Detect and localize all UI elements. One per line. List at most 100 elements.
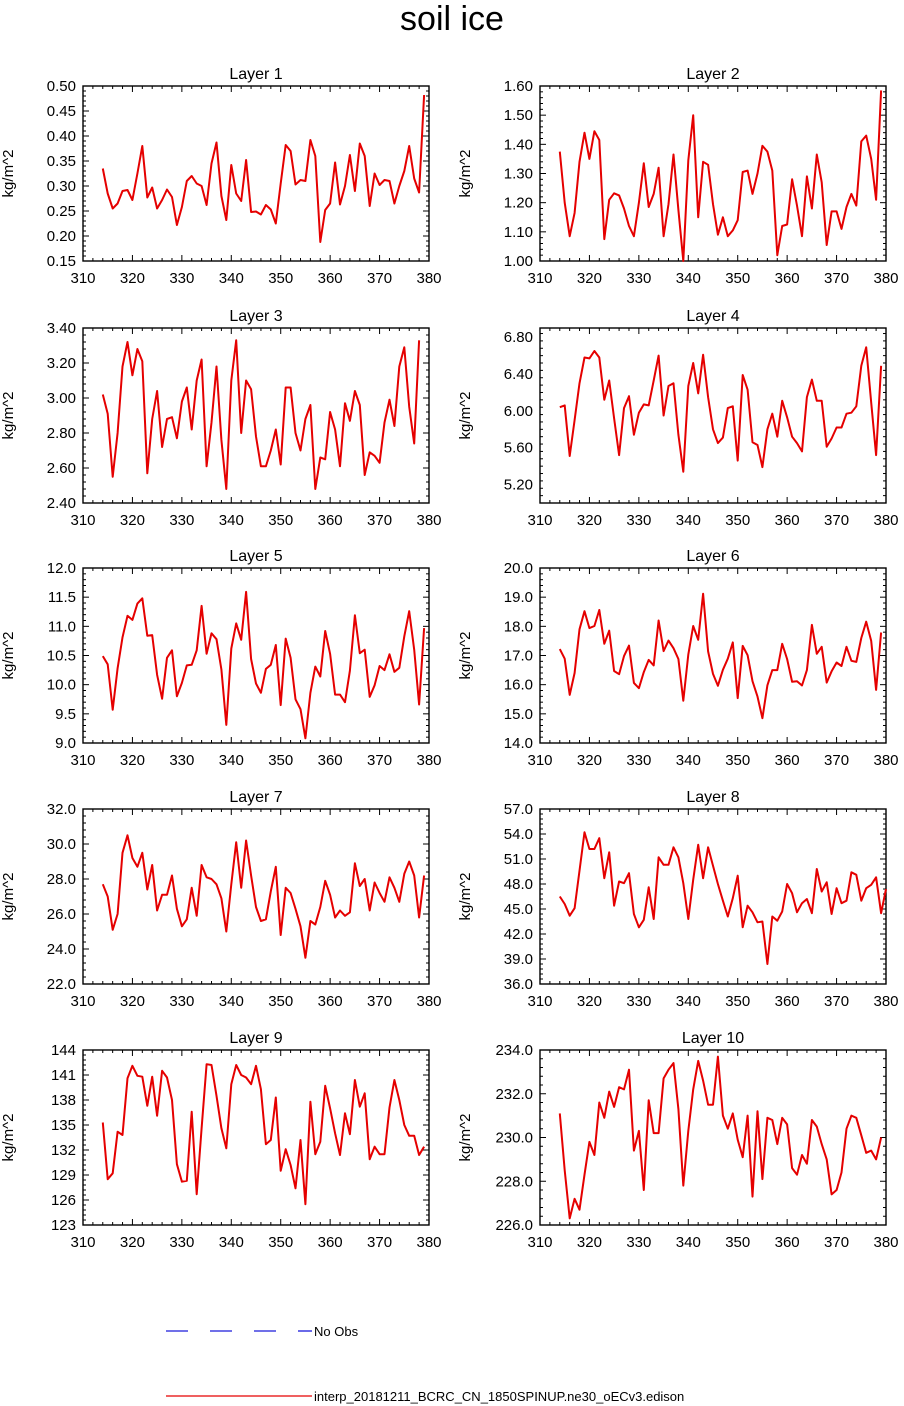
panel-title: Layer 6	[686, 548, 739, 565]
y-tick-label: 0.15	[47, 253, 76, 270]
y-tick-label: 0.45	[47, 103, 76, 120]
y-tick-label: 126	[51, 1192, 76, 1209]
x-tick-label: 370	[367, 993, 392, 1010]
y-axis-label: kg/m^2	[0, 392, 17, 440]
y-tick-label: 20.0	[504, 560, 533, 577]
y-tick-label: 3.00	[47, 390, 76, 407]
plot-frame	[539, 567, 887, 744]
x-tick-label: 380	[873, 1234, 898, 1251]
panel-title: Layer 2	[686, 66, 739, 83]
y-tick-label: 10.5	[47, 648, 76, 665]
y-tick-label: 232.0	[495, 1086, 533, 1103]
x-tick-label: 360	[775, 1234, 800, 1251]
x-tick-label: 340	[676, 512, 701, 529]
x-tick-label: 310	[527, 752, 552, 769]
y-tick-label: 3.20	[47, 355, 76, 372]
y-axis-label: kg/m^2	[0, 150, 17, 198]
panel-title: Layer 9	[229, 1030, 282, 1047]
plot-frame	[539, 85, 887, 262]
x-tick-label: 330	[169, 993, 194, 1010]
panel-title: Layer 10	[682, 1030, 744, 1047]
y-tick-label: 42.0	[504, 926, 533, 943]
x-tick-label: 330	[626, 752, 651, 769]
x-tick-label: 380	[873, 752, 898, 769]
x-tick-label: 330	[169, 1234, 194, 1251]
y-tick-label: 17.0	[504, 648, 533, 665]
x-tick-label: 360	[775, 993, 800, 1010]
y-tick-label: 1.10	[504, 224, 533, 241]
x-tick-label: 350	[268, 1234, 293, 1251]
x-tick-label: 370	[367, 270, 392, 287]
y-tick-label: 0.40	[47, 128, 76, 145]
panels-group: Layer 1 kg/m^2 310 320 330 340 350 360 370 380 0.1…	[0, 66, 899, 1251]
x-tick-label: 370	[824, 993, 849, 1010]
x-tick-label: 320	[577, 1234, 602, 1251]
x-tick-label: 350	[268, 512, 293, 529]
panel-layer-5: Layer 5 kg/m^2 310 320 330 340 350 360 370 380 9.0…	[0, 548, 442, 769]
panel-layer-8: Layer 8 kg/m^2 310 320 330 340 350 360 370 380 36.…	[457, 789, 899, 1010]
x-tick-label: 340	[676, 1234, 701, 1251]
y-tick-label: 1.50	[504, 107, 533, 124]
x-tick-label: 310	[527, 1234, 552, 1251]
y-tick-label: 2.60	[47, 460, 76, 477]
x-tick-label: 330	[169, 512, 194, 529]
x-tick-label: 330	[626, 270, 651, 287]
x-tick-label: 310	[70, 1234, 95, 1251]
figure-title: soil ice	[400, 0, 504, 38]
x-tick-label: 380	[873, 512, 898, 529]
y-axis-label: kg/m^2	[457, 873, 474, 921]
y-axis-label: kg/m^2	[457, 1114, 474, 1162]
x-tick-label: 350	[725, 270, 750, 287]
x-tick-label: 310	[70, 270, 95, 287]
y-tick-label: 24.0	[47, 941, 76, 958]
y-axis-label: kg/m^2	[0, 632, 17, 680]
x-tick-label: 380	[416, 270, 441, 287]
y-axis-label: kg/m^2	[0, 1114, 17, 1162]
plot-frame	[539, 327, 887, 504]
y-tick-label: 6.00	[504, 403, 533, 420]
x-tick-label: 350	[268, 993, 293, 1010]
y-tick-label: 5.60	[504, 440, 533, 457]
panel-layer-4: Layer 4 kg/m^2 310 320 330 340 350 360 370 380 5.2…	[457, 308, 899, 529]
plot-frame	[82, 1049, 430, 1226]
y-tick-label: 230.0	[495, 1130, 533, 1147]
y-tick-label: 234.0	[495, 1042, 533, 1059]
model-series-line	[558, 1055, 883, 1220]
y-tick-label: 6.80	[504, 329, 533, 346]
x-tick-label: 360	[318, 752, 343, 769]
y-tick-label: 0.25	[47, 203, 76, 220]
y-axis-label: kg/m^2	[457, 632, 474, 680]
x-tick-label: 370	[367, 1234, 392, 1251]
y-tick-label: 129	[51, 1167, 76, 1184]
x-tick-label: 360	[318, 1234, 343, 1251]
y-tick-label: 9.5	[55, 706, 76, 723]
x-tick-label: 310	[527, 270, 552, 287]
x-tick-label: 350	[725, 752, 750, 769]
plot-frame	[539, 808, 887, 985]
x-tick-label: 320	[577, 512, 602, 529]
model-series-line	[558, 90, 883, 262]
plot-frame	[82, 327, 430, 504]
y-tick-label: 26.0	[47, 906, 76, 923]
x-tick-label: 320	[120, 512, 145, 529]
y-tick-label: 28.0	[47, 871, 76, 888]
x-tick-label: 310	[70, 752, 95, 769]
x-tick-label: 330	[626, 993, 651, 1010]
legend-obs-label: No Obs	[314, 1324, 359, 1339]
y-tick-label: 15.0	[504, 706, 533, 723]
x-tick-label: 360	[318, 512, 343, 529]
x-tick-label: 370	[367, 752, 392, 769]
legend: No Obs interp_20181211_BCRC_CN_1850SPINU…	[166, 1324, 684, 1404]
panel-title: Layer 5	[229, 548, 282, 565]
plot-frame	[82, 567, 430, 744]
legend-model-label: interp_20181211_BCRC_CN_1850SPINUP.ne30_…	[314, 1389, 684, 1404]
y-tick-label: 3.40	[47, 320, 76, 337]
y-tick-label: 123	[51, 1217, 76, 1234]
x-tick-label: 360	[318, 270, 343, 287]
model-series-line	[558, 592, 883, 720]
model-series-line	[558, 831, 887, 965]
x-tick-label: 360	[775, 512, 800, 529]
x-tick-label: 370	[367, 512, 392, 529]
x-tick-label: 370	[824, 512, 849, 529]
